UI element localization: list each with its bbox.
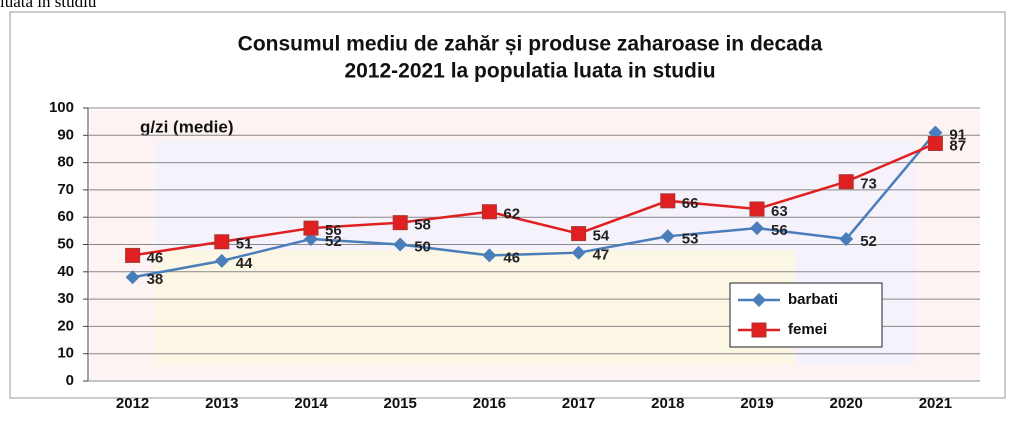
x-tick-label: 2021 [919, 395, 952, 412]
data-label: 63 [771, 203, 788, 220]
marker [125, 270, 140, 285]
marker [752, 293, 766, 307]
y-tick-label: 90 [57, 126, 74, 143]
y-tick-label: 70 [57, 181, 74, 198]
y-tick-label: 80 [57, 154, 74, 171]
data-label: 44 [236, 255, 253, 272]
data-label: 52 [860, 233, 877, 250]
x-tick-label: 2014 [294, 395, 328, 412]
marker [750, 221, 764, 236]
chart-title: Consumul mediu de zahăr și produse zahar… [238, 33, 823, 56]
x-tick-label: 2019 [740, 395, 773, 412]
y-tick-label: 10 [57, 345, 74, 362]
data-label: 87 [949, 137, 966, 154]
annotation: g/zi (medie) [140, 117, 234, 136]
series-line [132, 142, 936, 257]
data-label: 46 [503, 249, 520, 266]
data-label: 66 [682, 195, 699, 212]
marker [571, 245, 586, 260]
chart-frame [9, 11, 1006, 399]
marker [838, 174, 854, 190]
marker [481, 204, 497, 220]
plot-decoration [155, 250, 795, 365]
marker [571, 226, 587, 242]
data-label: 91 [949, 127, 966, 144]
x-tick-label: 2012 [116, 395, 149, 412]
y-tick-label: 40 [57, 263, 74, 280]
data-label: 62 [503, 206, 520, 223]
y-tick-label: 100 [49, 99, 74, 116]
marker [214, 234, 230, 250]
marker [392, 215, 408, 231]
marker [749, 201, 765, 217]
x-tick-label: 2020 [830, 395, 863, 412]
x-tick-label: 2013 [205, 395, 238, 412]
data-label: 52 [325, 233, 342, 250]
y-tick-label: 20 [57, 317, 74, 334]
x-tick-label: 2018 [651, 395, 684, 412]
y-tick-label: 0 [66, 372, 74, 389]
data-label: 38 [147, 271, 164, 288]
x-tick-label: 2016 [473, 395, 506, 412]
data-label: 47 [593, 247, 610, 264]
x-tick-label: 2017 [562, 395, 595, 412]
marker [660, 229, 675, 244]
data-label: 56 [325, 222, 342, 239]
data-label: 50 [414, 238, 431, 255]
legend-label: femei [788, 321, 827, 338]
data-label: 54 [593, 228, 610, 245]
data-label: 53 [682, 230, 699, 247]
marker [125, 247, 141, 263]
data-label: 56 [771, 222, 788, 239]
marker [303, 220, 319, 236]
marker [751, 322, 767, 338]
marker [927, 135, 943, 151]
x-tick-label: 2015 [384, 395, 417, 412]
y-tick-label: 30 [57, 290, 74, 307]
marker [482, 248, 497, 263]
y-tick-label: 60 [57, 208, 74, 225]
marker [660, 193, 676, 209]
marker [393, 237, 408, 252]
y-tick-label: 50 [57, 235, 74, 252]
legend-label: barbati [788, 291, 838, 308]
chart-subtitle: 2012-2021 la populatia luata in studiu [344, 60, 715, 83]
marker [839, 232, 854, 247]
marker [214, 253, 229, 268]
data-label: 73 [860, 176, 877, 193]
series-line [132, 131, 937, 279]
data-label: 58 [414, 217, 431, 234]
data-label: 51 [236, 236, 253, 253]
header-fragment: luata in studiu [0, 0, 97, 11]
data-label: 46 [147, 249, 164, 266]
